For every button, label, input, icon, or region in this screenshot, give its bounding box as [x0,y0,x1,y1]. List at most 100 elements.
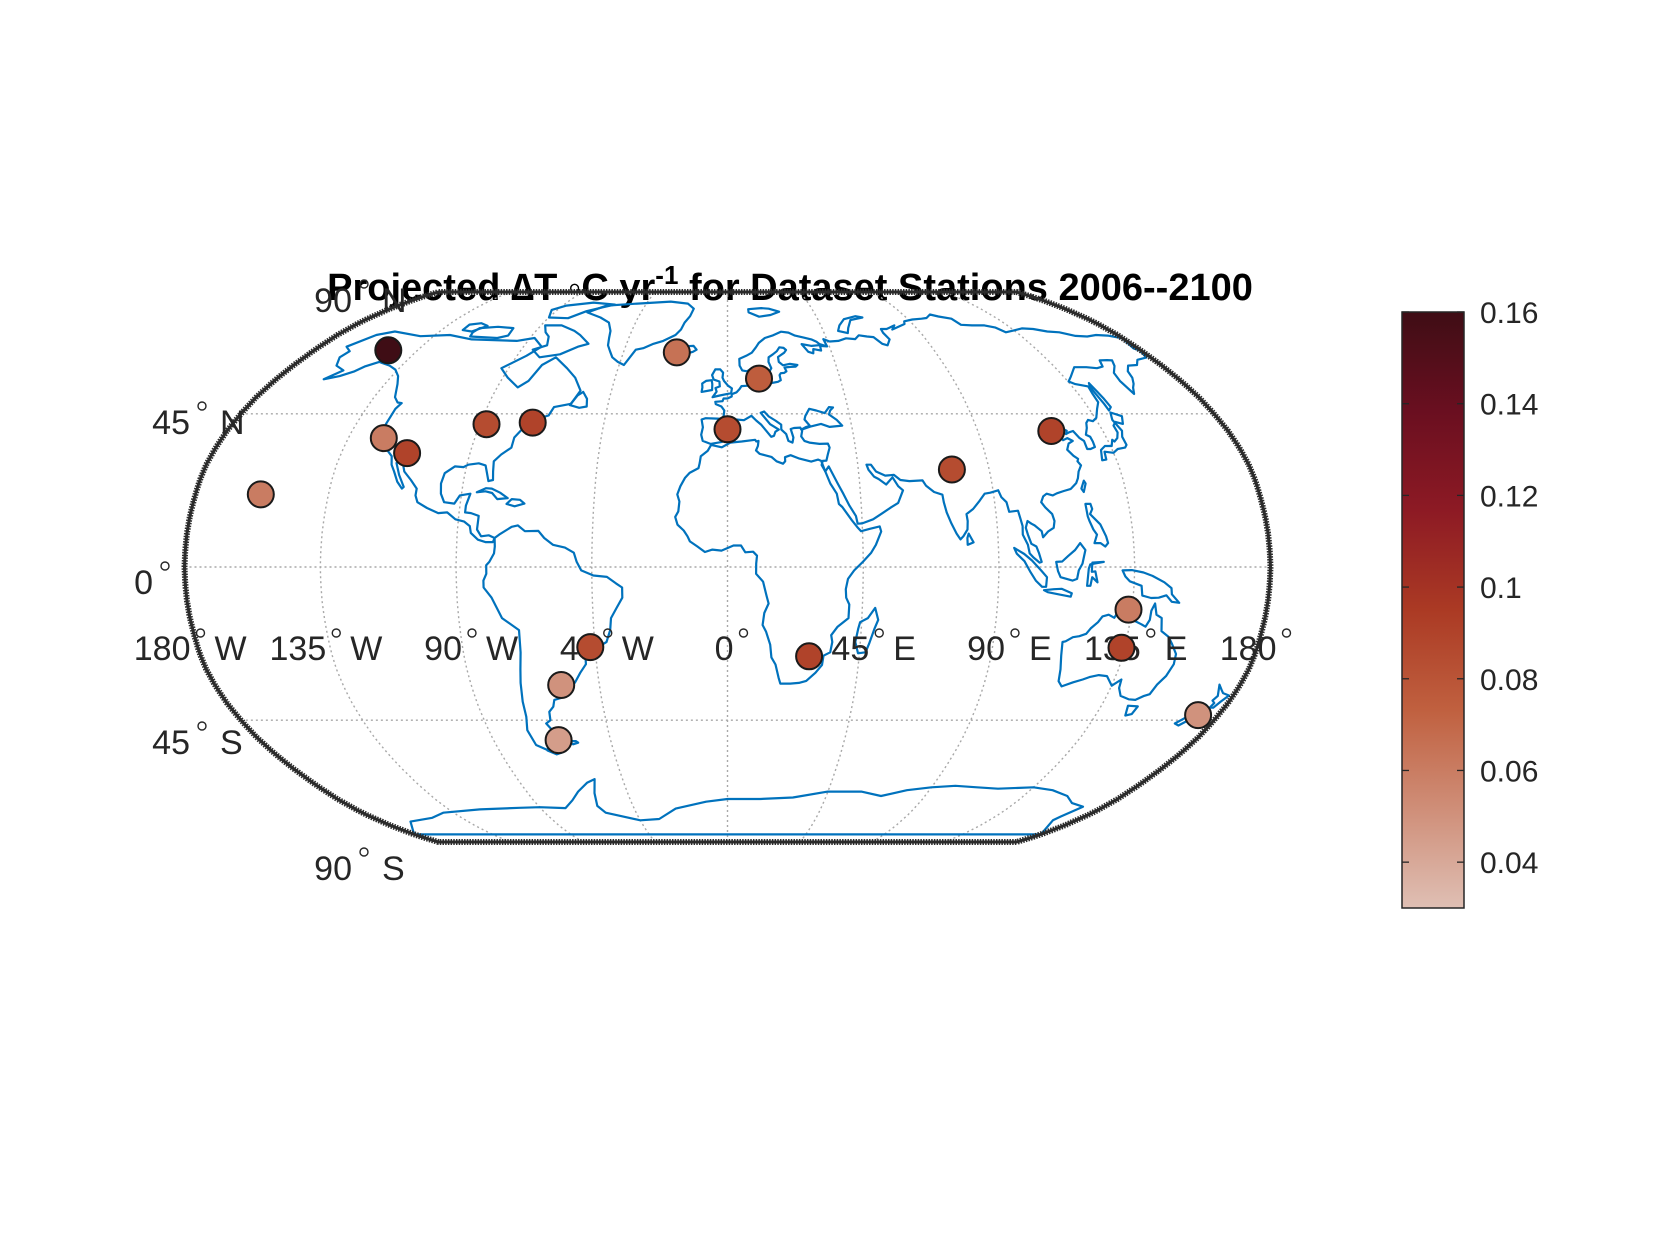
coastline-path [461,322,489,333]
coastlines [263,300,1231,836]
degree-symbol [195,628,206,638]
coastline-path [1013,546,1049,588]
latitude-label-value: 45 [152,404,190,442]
longitude-label-value: 90 [424,630,462,668]
coastline-path [700,313,1148,564]
coastline-path [1080,479,1087,494]
degree-symbol [331,628,341,638]
graticule [184,291,1271,843]
latitude-label-value: 90 [314,850,352,888]
colorbar-tick-label: 0.04 [1480,847,1538,880]
coastline-path [469,325,515,340]
latitude-label: 90 S [314,847,405,888]
coastline-path [700,379,714,393]
longitude-label: 45 E [831,628,916,668]
latitude-label-hemisphere: N [382,282,407,320]
colorbar: 0.04 0.06 0.08 0.1 0.12 0.14 0.16 [1401,297,1538,909]
map-frame-edge [182,290,1273,844]
station-marker [246,480,275,509]
coastline-path [1124,704,1139,717]
degree-symbol [197,721,207,731]
degree-symbol [738,628,749,638]
station-marker [1037,417,1066,445]
longitude-label-value: 180 [1220,630,1277,668]
station-marker [374,336,403,365]
colorbar-tick-label: 0.06 [1480,755,1538,788]
coastline-path [1099,411,1128,462]
meridian-line [591,291,656,843]
coastline-path [531,324,590,359]
station-marker [937,455,966,484]
longitude-label-hemisphere: W [622,630,654,668]
longitude-label: 45W [560,628,654,668]
coastline-path [1208,683,1231,709]
longitude-label: 0 [715,628,749,668]
longitude-label-value: 180 [134,630,191,668]
longitude-label: 90 W [424,628,518,668]
station-marker [393,439,422,468]
station-marker [472,410,501,439]
coastline-path [568,390,589,409]
longitude-label: 90 E [967,628,1052,668]
longitude-label-hemisphere: E [1165,630,1188,668]
longitude-label-value: 45 [831,630,869,668]
degree-symbol [197,401,207,411]
degree-symbol [1010,628,1020,638]
station-marker [713,415,742,444]
coastline-path [747,307,781,318]
station-markers [246,336,1213,755]
colorbar-bar [1401,311,1465,909]
graticule-labels: 90N45N045S90S180W135W90W45W045E90E135E18… [134,279,1292,888]
latitude-label-hemisphere: S [382,850,405,888]
colorbar-tick-label: 0.16 [1480,297,1538,330]
latitude-label-hemisphere: S [220,724,243,762]
station-marker [1184,701,1213,730]
colorbar-tick-label: 0.12 [1480,480,1538,513]
degree-symbol [1146,628,1156,638]
meridian-line [799,291,865,843]
station-marker [518,408,547,437]
coastline-path [322,330,582,544]
coastline-path [1087,382,1112,412]
coastline-path [1121,569,1181,604]
longitude-label-value: 135 [270,630,327,668]
coastline-path [711,368,733,399]
latitude-label: 0 [134,561,170,602]
coastline-path [966,532,975,546]
coastline-path [505,498,526,508]
colorbar-tick-label: 0.14 [1480,389,1538,422]
longitude-label-hemisphere: W [350,630,382,668]
coastline-path [854,606,880,655]
latitude-label: 45 N [152,401,245,442]
longitude-label-hemisphere: W [215,630,247,668]
degree-symbol [467,628,477,638]
coastline-path [586,300,695,367]
figure-title: Projected ∆T ◦C yr-1 for Dataset Station… [327,260,1253,309]
coastline-path [547,301,617,320]
latitude-label: 90 N [314,279,407,320]
longitude-label: 180 W [134,628,247,668]
coastline-path [674,438,883,685]
station-marker [795,642,824,671]
latitude-label: 45 S [152,721,243,762]
coastline-path [1057,602,1178,701]
coastline-path [1086,560,1105,587]
colorbar-tick-label: 0.1 [1480,572,1522,605]
station-marker [547,671,576,699]
degree-symbol [603,628,613,638]
station-marker [544,726,573,755]
coastline-path [837,315,864,335]
latitude-label-value: 45 [152,724,190,762]
coastline-path [1042,587,1073,598]
latitude-label-value: 90 [314,282,352,320]
colorbar-tick-label: 0.08 [1480,664,1538,697]
longitude-label-hemisphere: W [486,630,518,668]
longitude-label: 135 W [270,628,382,668]
degree-symbol [1281,628,1292,638]
map-frame [181,289,1274,845]
degree-symbol [359,847,369,857]
meridian-line [871,291,1000,843]
degree-symbol [874,628,884,638]
longitude-label: 135E [1084,628,1188,668]
